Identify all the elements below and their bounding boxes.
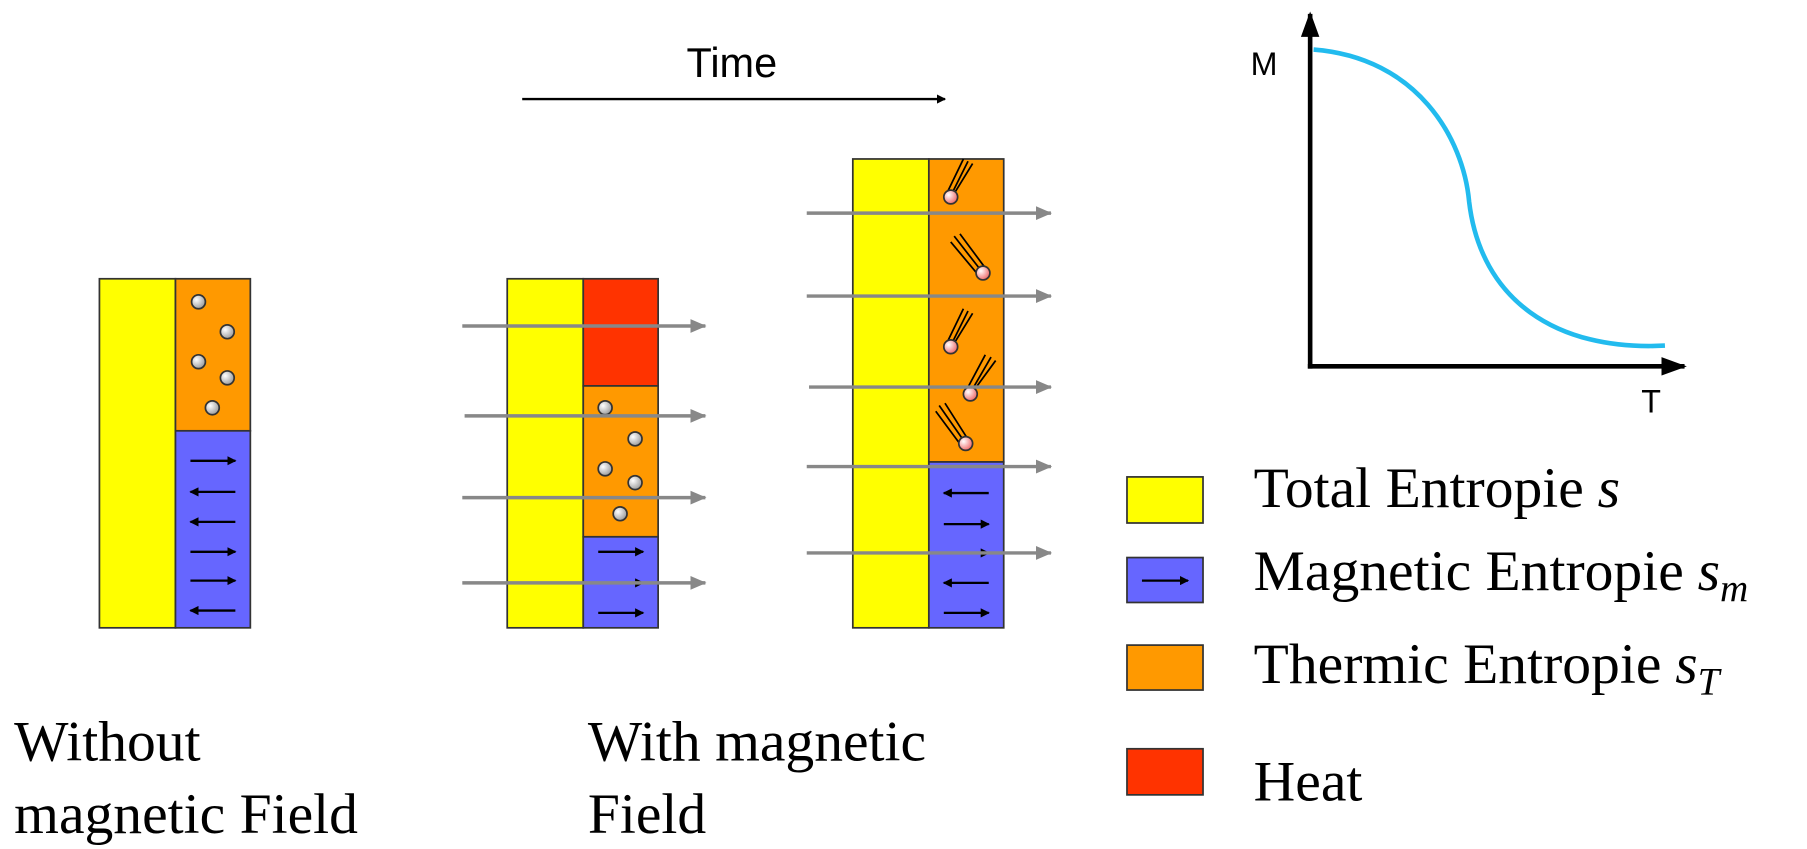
legend	[1126, 476, 1204, 796]
captions: Without magnetic Field With magnetic Fie…	[14, 710, 926, 846]
legend-subscript: m	[1720, 567, 1748, 610]
legend-label: Magnetic Entropie sm	[1254, 540, 1749, 611]
time-label: Time	[687, 39, 778, 86]
legend-text: Total Entropie	[1254, 457, 1584, 520]
legend-label: Thermic Entropie sT	[1254, 633, 1723, 704]
legend-symbol: s	[1598, 457, 1620, 520]
legend-symbol: s	[1698, 540, 1720, 603]
x-axis-label: T	[1641, 383, 1661, 419]
legend-label: Total Entropie s	[1254, 457, 1620, 520]
legend-subscript: T	[1698, 661, 1723, 704]
mt-graph: M T	[1251, 11, 1687, 419]
caption-line: magnetic Field	[14, 783, 358, 846]
column-field-late	[806, 158, 1053, 629]
column-no-field	[98, 277, 252, 629]
y-axis-label: M	[1251, 46, 1278, 82]
caption-line: Field	[588, 783, 707, 846]
legend-symbol: s	[1675, 633, 1697, 696]
column-field-early	[462, 277, 707, 629]
legend-label: Heat	[1254, 751, 1363, 814]
legend-text: Magnetic Entropie	[1254, 540, 1684, 603]
legend-text: Thermic Entropie	[1254, 633, 1662, 696]
legend-labels: Total Entropie s Magnetic Entropie sm Ther…	[1254, 457, 1749, 814]
caption-line: With magnetic	[588, 710, 926, 773]
caption-line: Without	[14, 710, 200, 773]
